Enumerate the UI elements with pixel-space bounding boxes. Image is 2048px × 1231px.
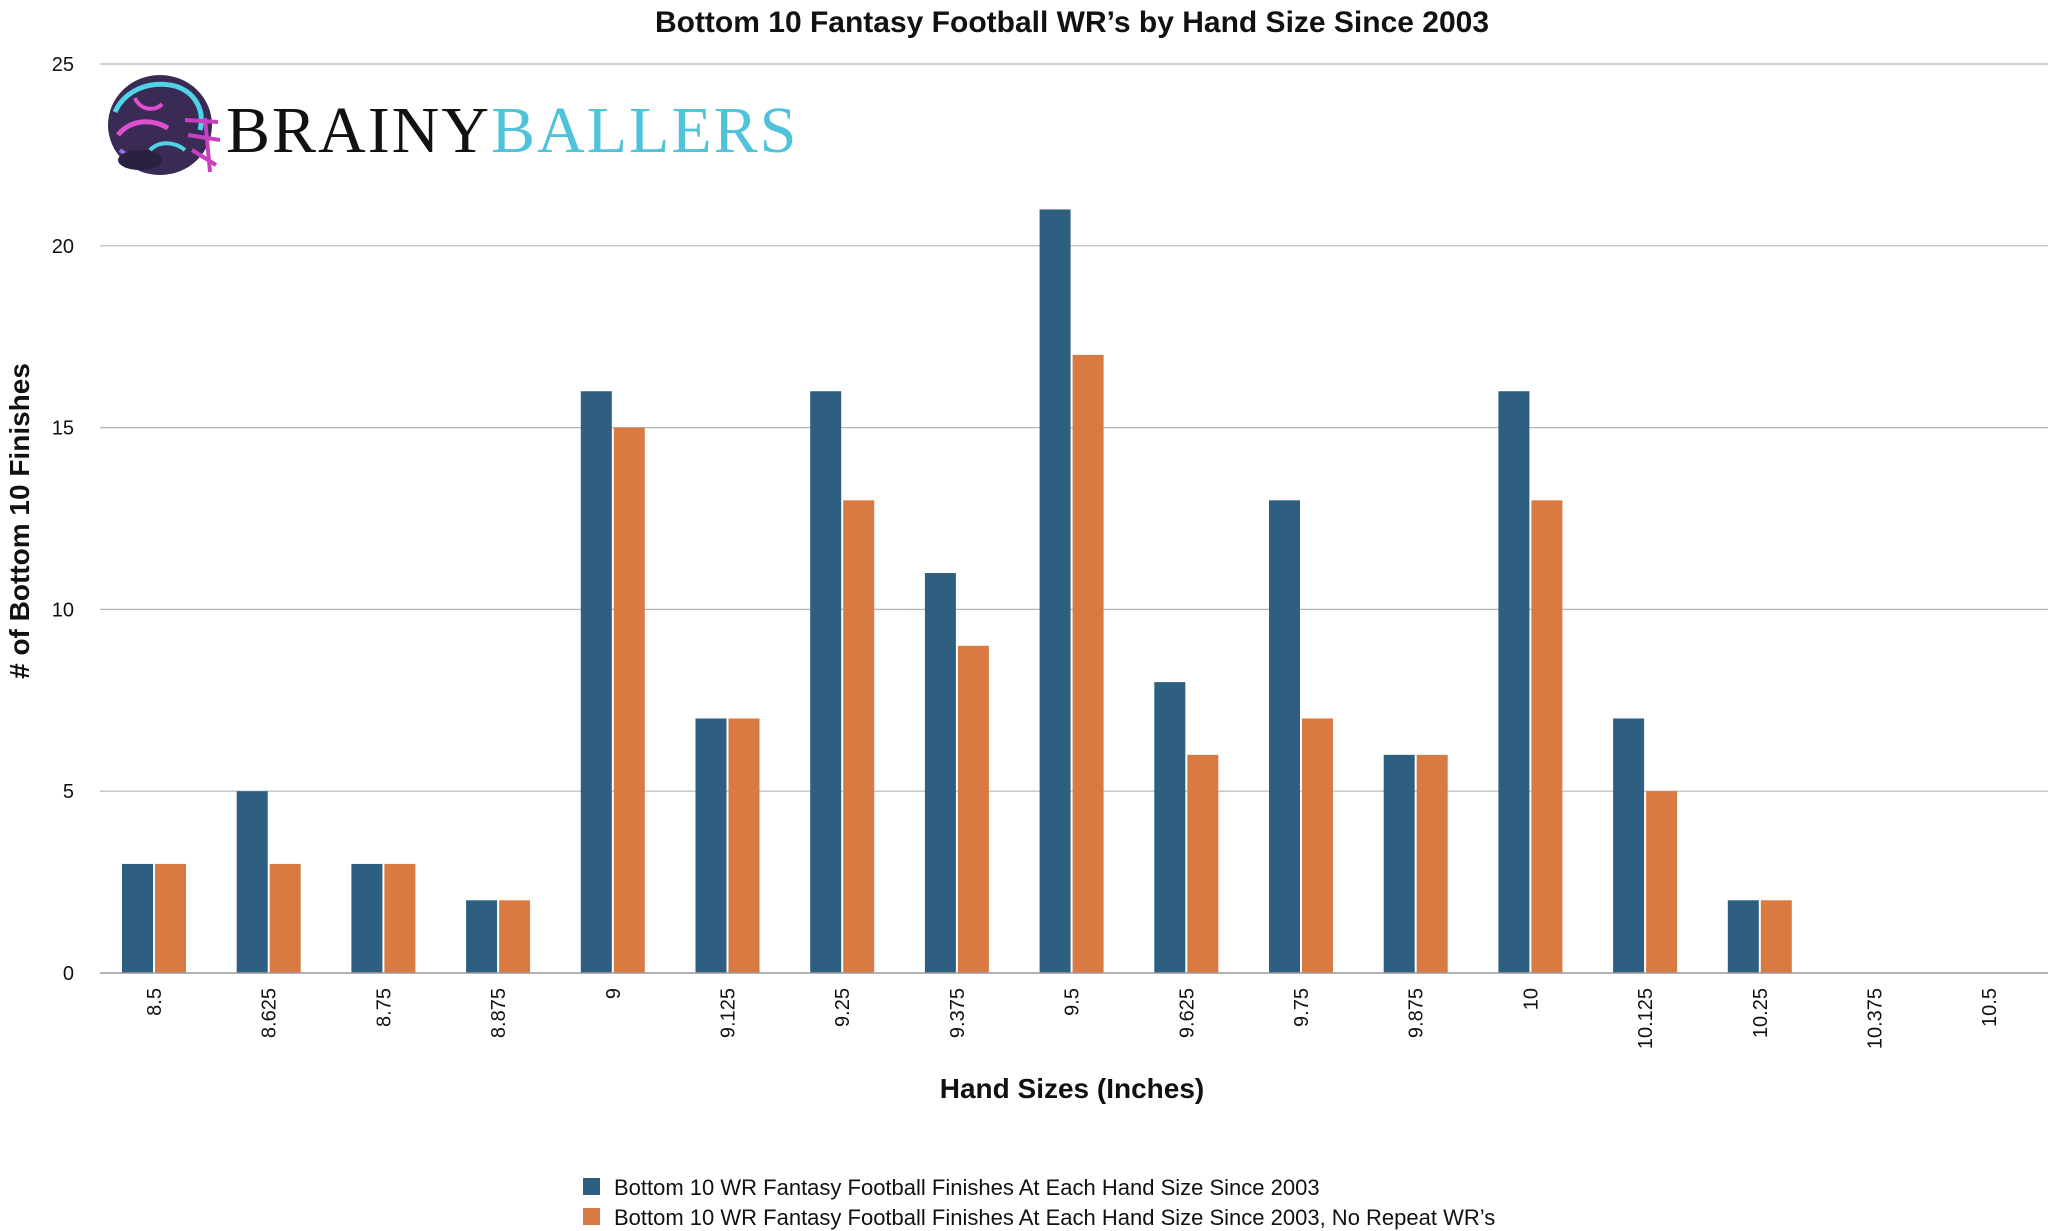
x-tick-label: 9.375 — [947, 988, 969, 1038]
legend-label-series-1: Bottom 10 WR Fantasy Football Finishes A… — [614, 1175, 1320, 1200]
bar-series-1-9.25 — [810, 391, 842, 973]
bar-series-2-9.25 — [843, 500, 875, 973]
y-tick-label: 20 — [52, 236, 74, 258]
y-tick-label: 0 — [63, 963, 74, 985]
x-axis-title: Hand Sizes (Inches) — [940, 1073, 1205, 1104]
logo-word-ballers: BALLERS — [491, 94, 798, 167]
bar-series-2-9.125 — [728, 718, 760, 973]
bar-series-1-9.375 — [924, 573, 956, 973]
bar-series-1-9 — [580, 391, 612, 973]
bar-series-2-9.375 — [957, 645, 989, 973]
x-tick-label: 8.5 — [144, 988, 166, 1016]
legend: Bottom 10 WR Fantasy Football Finishes A… — [583, 1175, 1495, 1230]
bar-series-1-10.25 — [1727, 900, 1759, 973]
bar-series-2-9.875 — [1416, 754, 1448, 973]
bar-series-2-8.75 — [384, 863, 416, 973]
bar-series-1-9.125 — [695, 718, 727, 973]
bar-series-2-9 — [613, 427, 645, 974]
x-tick-label: 10.125 — [1635, 988, 1657, 1049]
bar-series-1-9.5 — [1039, 209, 1071, 973]
bar-series-2-8.625 — [269, 863, 301, 973]
logo-word-brainy: BRAINY — [226, 94, 491, 167]
bar-series-2-10.25 — [1760, 900, 1792, 973]
x-tick-label: 10 — [1520, 988, 1542, 1010]
bar-series-1-8.75 — [351, 863, 383, 973]
football-helmet-icon — [108, 75, 221, 175]
bar-series-1-9.625 — [1154, 682, 1186, 973]
brainy-ballers-logo: BRAINYBALLERS — [108, 75, 798, 175]
x-axis-ticks: 8.5 8.625 8.75 8.875 9 9.125 9.25 9.375 9.5 9.625… — [144, 988, 2001, 1049]
y-tick-label: 15 — [52, 418, 74, 440]
bar-series-2-10 — [1531, 500, 1563, 973]
x-tick-label: 9.25 — [832, 988, 854, 1027]
x-tick-label: 8.625 — [259, 988, 281, 1038]
bar-series-1-8.625 — [236, 791, 268, 973]
bars — [122, 209, 1792, 974]
bar-series-1-8.5 — [122, 863, 153, 973]
chart-title: Bottom 10 Fantasy Football WR’s by Hand … — [655, 6, 1489, 39]
bar-series-2-10.125 — [1646, 791, 1678, 973]
x-tick-label: 9 — [603, 988, 625, 999]
x-tick-label: 10.375 — [1865, 988, 1887, 1049]
x-tick-label: 9.875 — [1406, 988, 1428, 1038]
x-tick-label: 9.125 — [718, 988, 740, 1038]
bar-series-1-8.875 — [466, 900, 498, 973]
bar-series-2-9.5 — [1072, 354, 1104, 973]
bar-series-2-8.5 — [155, 863, 186, 973]
x-tick-label: 9.75 — [1291, 988, 1313, 1027]
x-tick-label: 8.875 — [488, 988, 510, 1038]
bar-series-1-10 — [1498, 391, 1530, 973]
legend-swatch-series-1 — [583, 1178, 600, 1195]
y-axis-ticks: 0 5 10 15 20 25 — [52, 54, 74, 985]
bar-series-2-9.625 — [1187, 754, 1219, 973]
bar-series-1-9.875 — [1383, 754, 1415, 973]
bar-series-1-10.125 — [1613, 718, 1645, 973]
y-axis-title: # of Bottom 10 Finishes — [4, 363, 35, 679]
y-tick-label: 10 — [52, 599, 74, 621]
x-tick-label: 8.75 — [373, 988, 395, 1027]
y-tick-label: 25 — [52, 54, 74, 76]
x-tick-label: 10.5 — [1979, 988, 2001, 1027]
legend-label-series-2: Bottom 10 WR Fantasy Football Finishes A… — [614, 1205, 1495, 1230]
legend-swatch-series-2 — [583, 1208, 600, 1225]
svg-text:BRAINYBALLERS: BRAINYBALLERS — [226, 94, 798, 167]
x-tick-label: 9.5 — [1062, 988, 1084, 1016]
bar-series-2-9.75 — [1302, 718, 1333, 973]
bar-series-2-8.875 — [499, 900, 531, 973]
y-tick-label: 5 — [63, 781, 74, 803]
x-tick-label: 10.25 — [1750, 988, 1772, 1038]
x-tick-label: 9.625 — [1176, 988, 1198, 1038]
bar-series-1-9.75 — [1269, 500, 1300, 973]
